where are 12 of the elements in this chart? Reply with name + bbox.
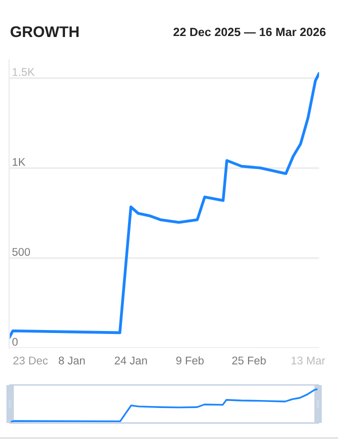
y-tick-label: 500	[12, 248, 30, 256]
y-tick-label: 1K	[12, 158, 26, 166]
y-tick-label: 1.5K	[12, 68, 35, 76]
x-tick-label: 8 Jan	[58, 356, 85, 364]
x-tick-label: 23 Dec	[13, 356, 48, 364]
x-tick-label: 24 Jan	[114, 356, 147, 364]
y-tick-label: 0	[12, 338, 18, 346]
chart-subtitle: 22 Dec 2025 — 16 Mar 2026	[173, 28, 326, 36]
x-tick-label: 9 Feb	[176, 356, 204, 364]
x-tick-label: 25 Feb	[232, 356, 266, 364]
x-tick-label: 13 Mar	[292, 356, 326, 364]
chart-title: GROWTH	[10, 26, 79, 38]
